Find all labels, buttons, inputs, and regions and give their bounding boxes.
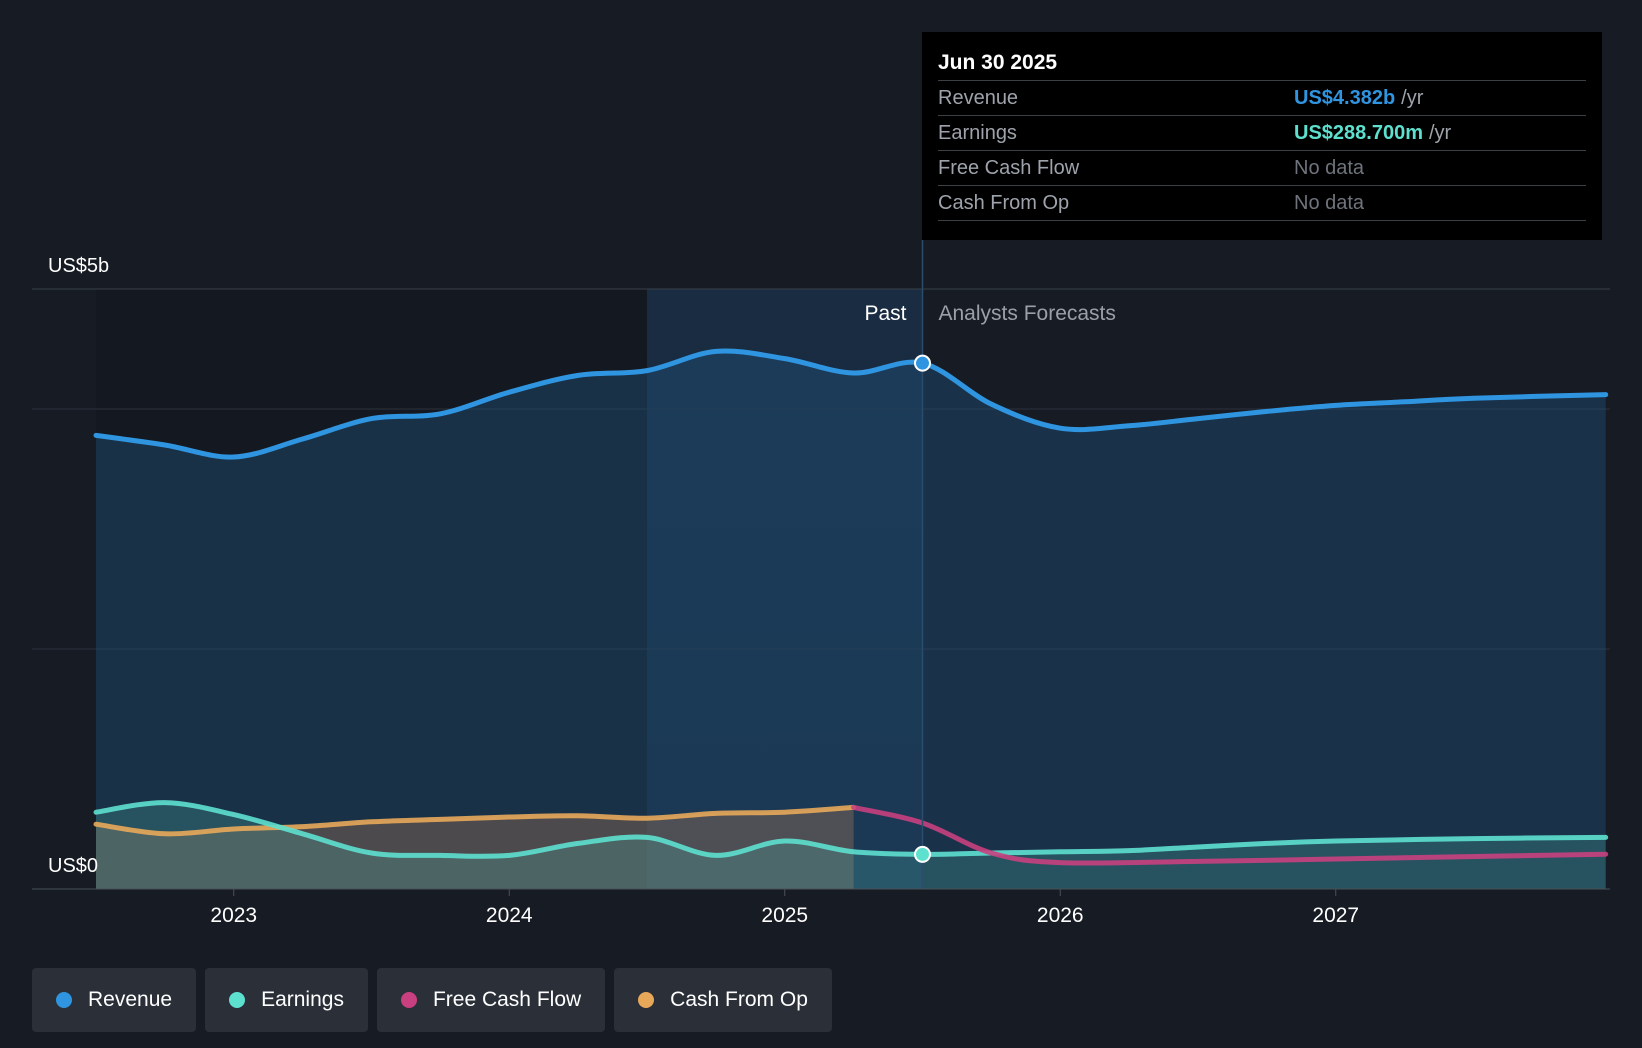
legend-item-earnings[interactable]: Earnings	[205, 968, 368, 1032]
legend-dot-icon	[638, 992, 655, 1008]
legend-item-revenue[interactable]: Revenue	[32, 968, 197, 1032]
legend-item-free-cash-flow[interactable]: Free Cash Flow	[376, 968, 606, 1032]
tooltip-row-free-cash-flow: Free Cash Flow No data	[938, 151, 1586, 186]
earnings-marker	[914, 845, 931, 863]
earnings-area	[96, 802, 1606, 889]
revenue-line	[93, 348, 1609, 460]
tooltip-unit: /yr	[1401, 87, 1424, 109]
legend-dot-icon	[229, 992, 246, 1008]
past-label: Past	[864, 302, 906, 325]
legend-label: Revenue	[88, 988, 173, 1011]
tooltip: Jun 30 2025 Revenue US$4.382b /yr Earnin…	[922, 32, 1602, 240]
tooltip-value: US$288.700m	[1294, 122, 1423, 144]
x-tick-label: 2023	[210, 904, 257, 927]
tooltip-row-cash-from-op: Cash From Op No data	[938, 186, 1586, 221]
x-tick-label: 2024	[486, 904, 533, 927]
y-axis-bottom-label: US$0	[48, 855, 98, 877]
tooltip-label: Revenue	[938, 87, 1019, 109]
revenue-area	[96, 350, 1606, 889]
tooltip-value: No data	[1294, 192, 1365, 214]
legend-dot-icon	[56, 992, 72, 1008]
cfo-line	[93, 804, 857, 837]
x-tick-label: 2026	[1037, 904, 1084, 927]
past-highlight-region	[647, 289, 923, 889]
fcf-line	[851, 804, 1609, 866]
legend: Revenue Earnings Free Cash Flow Cash Fro…	[32, 968, 832, 1032]
revenue-marker	[914, 354, 931, 372]
legend-item-cash-from-op[interactable]: Cash From Op	[614, 968, 832, 1032]
legend-label: Cash From Op	[670, 988, 808, 1011]
tooltip-unit: /yr	[1428, 122, 1452, 144]
tooltip-row-revenue: Revenue US$4.382b /yr	[938, 81, 1586, 116]
tooltip-value: US$4.382b	[1294, 87, 1396, 109]
y-axis-top-label: US$5b	[48, 255, 109, 277]
legend-label: Free Cash Flow	[432, 988, 582, 1011]
tooltip-label: Free Cash Flow	[938, 157, 1080, 179]
tooltip-label: Earnings	[938, 122, 1017, 144]
legend-label: Earnings	[261, 988, 344, 1011]
tooltip-date: Jun 30 2025	[938, 46, 1586, 81]
past-region-dark	[96, 289, 647, 889]
tooltip-value: No data	[1294, 157, 1365, 179]
earnings-line	[93, 800, 1609, 859]
tooltip-row-earnings: Earnings US$288.700m /yr	[938, 116, 1586, 151]
forecast-label: Analysts Forecasts	[939, 302, 1116, 325]
legend-dot-icon	[400, 992, 417, 1008]
x-tick-label: 2025	[761, 904, 808, 927]
x-tick-label: 2027	[1312, 904, 1359, 927]
tooltip-label: Cash From Op	[938, 192, 1070, 214]
